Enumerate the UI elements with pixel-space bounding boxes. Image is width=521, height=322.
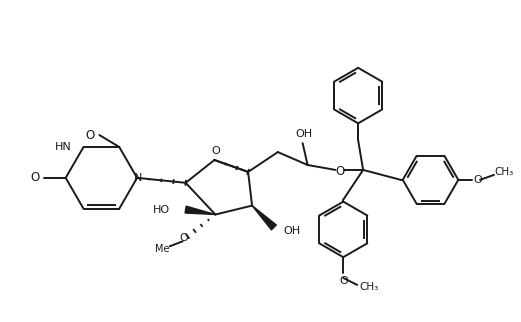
Polygon shape	[252, 206, 276, 230]
Text: O: O	[179, 233, 188, 243]
Text: O: O	[86, 128, 95, 142]
Polygon shape	[185, 206, 215, 214]
Text: Me: Me	[155, 244, 169, 254]
Text: HN: HN	[55, 142, 72, 152]
Text: O: O	[30, 171, 40, 185]
Text: O: O	[211, 146, 220, 156]
Text: O: O	[474, 175, 482, 185]
Text: OH: OH	[284, 226, 301, 236]
Text: O: O	[336, 166, 345, 178]
Text: OH: OH	[295, 129, 312, 139]
Text: HO: HO	[153, 204, 170, 214]
Text: CH₃: CH₃	[494, 167, 514, 177]
Text: CH₃: CH₃	[359, 282, 379, 292]
Text: N: N	[134, 173, 142, 183]
Text: O: O	[339, 276, 348, 286]
